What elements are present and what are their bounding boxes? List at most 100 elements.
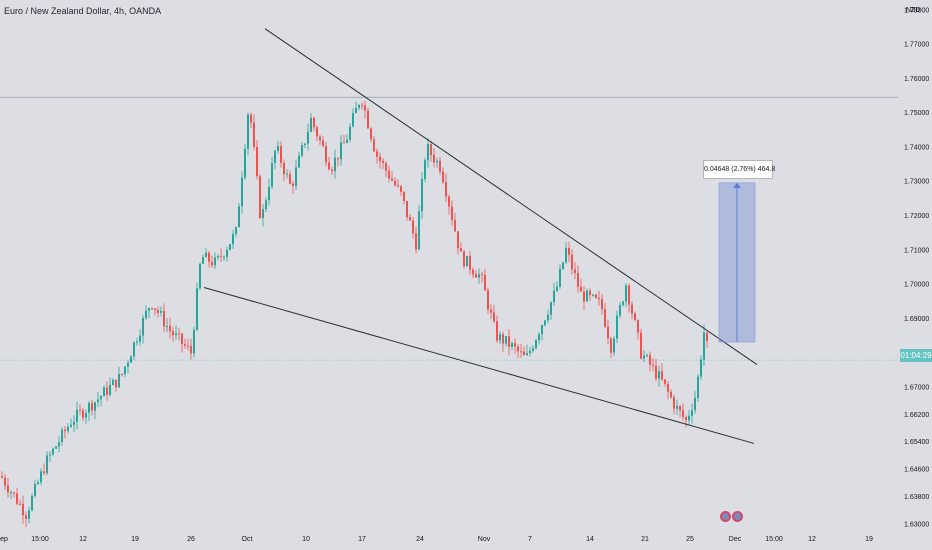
candle-body: [589, 290, 591, 296]
candle-body: [112, 379, 114, 385]
candle-body: [256, 147, 258, 177]
candle-body: [181, 333, 183, 345]
candle-body: [70, 424, 72, 427]
candle-body: [499, 334, 501, 341]
candle-body: [22, 503, 24, 516]
x-tick-label: 7: [528, 536, 532, 543]
x-tick-label: 15:00: [765, 536, 783, 543]
candle-body: [286, 173, 288, 175]
candle-body: [550, 302, 552, 315]
candle-body: [478, 274, 480, 278]
candle-body: [490, 309, 492, 313]
candle-body: [367, 110, 369, 129]
candle-body: [274, 150, 276, 164]
candle-body: [19, 503, 21, 505]
candle-body: [544, 320, 546, 326]
candle-body: [283, 162, 285, 175]
candle-body: [394, 180, 396, 186]
candle-body: [307, 131, 309, 144]
candle-body: [508, 336, 510, 347]
x-tick-label: Nov: [478, 536, 491, 543]
candle-body: [229, 244, 231, 250]
candle-body: [1, 476, 3, 478]
x-tick-label: 21: [641, 536, 649, 543]
candle-body: [103, 387, 105, 397]
candle-body: [652, 364, 654, 366]
y-tick-label: 1.73000: [904, 179, 929, 186]
candle-body: [169, 325, 171, 332]
candle-body: [40, 471, 42, 483]
time-axis[interactable]: [0, 530, 898, 550]
candle-body: [79, 409, 81, 411]
candle-body: [259, 176, 261, 219]
candle-body: [199, 263, 201, 289]
candle-body: [94, 402, 96, 411]
candle-body: [397, 185, 399, 187]
candle-body: [376, 151, 378, 157]
candle-body: [157, 310, 159, 313]
candle-body: [316, 127, 318, 137]
candle-body: [436, 160, 438, 163]
candle-body: [154, 308, 156, 311]
candle-body: [391, 178, 393, 181]
y-tick-label: 1.74000: [904, 144, 929, 151]
candle-body: [643, 355, 645, 359]
projection-arrow-head: [733, 182, 741, 188]
event-marker-icon[interactable]: [720, 511, 731, 522]
candle-body: [619, 305, 621, 316]
candle-body: [640, 332, 642, 359]
candle-body: [469, 255, 471, 270]
candle-body: [679, 405, 681, 411]
y-tick-label: 1.64600: [904, 467, 929, 474]
candle-body: [334, 157, 336, 172]
x-tick-label: 15:00: [31, 536, 49, 543]
candle-body: [541, 325, 543, 335]
y-tick-label: 1.72000: [904, 213, 929, 220]
candle-body: [481, 274, 483, 276]
candle-body: [685, 416, 687, 421]
price-axis[interactable]: [898, 0, 932, 550]
candle-body: [382, 160, 384, 163]
candle-body: [232, 233, 234, 245]
candle-body: [592, 294, 594, 296]
candle-body: [472, 269, 474, 275]
candle-body: [67, 426, 69, 432]
candle-body: [211, 261, 213, 266]
candle-body: [220, 255, 222, 257]
candle-body: [556, 286, 558, 291]
candle-body: [694, 397, 696, 411]
upper-trendline[interactable]: [264, 28, 758, 366]
candle-body: [355, 107, 357, 114]
candle-body: [106, 387, 108, 395]
currency-label: NZD: [906, 7, 920, 14]
candle-body: [622, 301, 624, 306]
candle-body: [502, 334, 504, 344]
candle-body: [406, 200, 408, 218]
candle-body: [217, 255, 219, 258]
candle-body: [130, 356, 132, 363]
y-tick-label: 1.63800: [904, 494, 929, 501]
x-tick-label: Oct: [242, 536, 253, 543]
candle-body: [577, 273, 579, 287]
candle-body: [118, 373, 120, 388]
x-tick-label: ep: [0, 536, 8, 543]
x-tick-label: 19: [865, 536, 873, 543]
candle-body: [310, 117, 312, 132]
lower-trendline[interactable]: [203, 286, 755, 444]
candle-body: [409, 217, 411, 221]
candle-body: [616, 315, 618, 339]
candle-body: [625, 285, 627, 302]
candle-body: [247, 114, 249, 149]
candle-body: [136, 341, 138, 343]
candle-body: [385, 162, 387, 171]
candle-body: [343, 142, 345, 144]
event-marker-icon[interactable]: [732, 511, 743, 522]
candle-body: [28, 510, 30, 519]
candle-body: [235, 227, 237, 234]
candle-body: [655, 365, 657, 379]
candle-body: [277, 146, 279, 151]
candle-body: [7, 485, 9, 493]
y-tick-label: 1.67000: [904, 384, 929, 391]
